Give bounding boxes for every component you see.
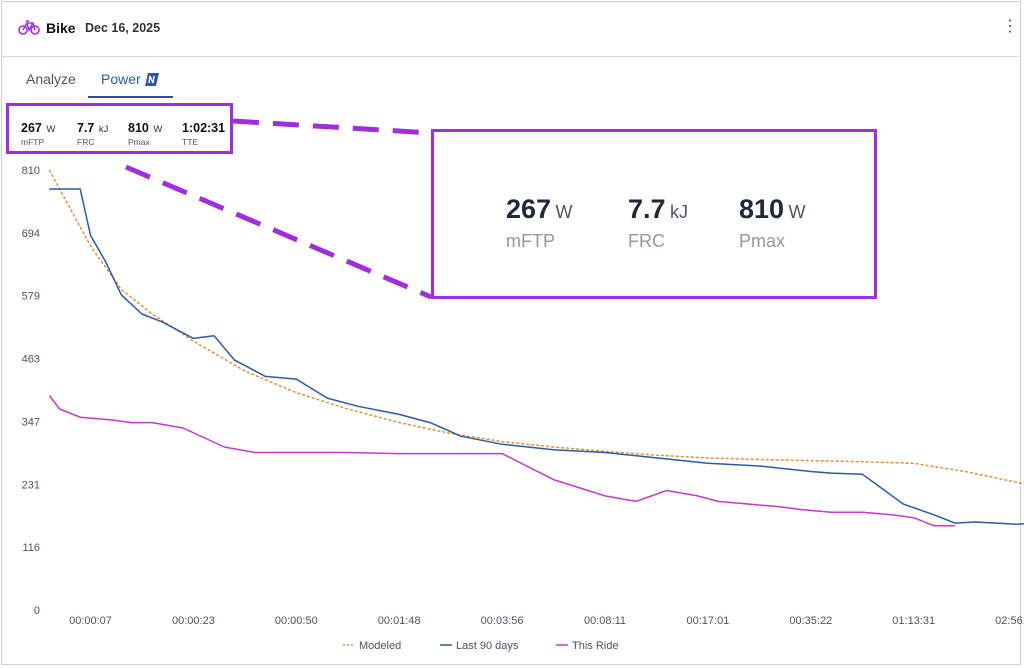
metric-value: 810 — [128, 121, 149, 135]
y-tick-label: 347 — [22, 417, 40, 429]
zoom-metric-value: 810 — [739, 194, 785, 224]
x-tick-label: 02:56:56 — [995, 615, 1024, 627]
metric-value: 1:02:31 — [182, 121, 226, 135]
metric-mftp: 267 W mFTP — [21, 119, 55, 147]
metric-unit: W — [153, 124, 163, 135]
zoom-metric-pmax: 810 W Pmax — [739, 194, 806, 252]
legend-label: Modeled — [359, 640, 401, 652]
x-tick-label: 00:35:22 — [789, 615, 832, 627]
y-tick-label: 810 — [22, 165, 40, 177]
metric-label: TTE — [182, 137, 199, 147]
metric-label: Pmax — [128, 137, 150, 147]
zoom-metric-frc: 7.7 kJ FRC — [628, 194, 688, 252]
series-line-last-90-days — [49, 188, 1024, 525]
zoom-metric-label: mFTP — [506, 231, 555, 251]
x-tick-label: 00:03:56 — [481, 615, 524, 627]
callout-connector-bottom — [125, 164, 432, 300]
metrics-zoom-callout: 267 W mFTP 7.7 kJ FRC 810 W Pmax — [431, 129, 877, 299]
metric-unit: kJ — [98, 124, 109, 135]
x-tick-label: 01:13:31 — [892, 615, 935, 627]
tab-power[interactable]: Power — [101, 71, 159, 87]
zoom-metric-value: 267 — [506, 194, 552, 224]
metric-value: 7.7 — [77, 121, 95, 135]
x-tick-label: 00:08:11 — [584, 615, 626, 627]
zoom-metric-label: FRC — [628, 231, 665, 251]
x-tick-label: 00:17:01 — [686, 615, 729, 627]
tab-analyze[interactable]: Analyze — [26, 71, 76, 87]
zoom-metric-label: Pmax — [739, 231, 786, 251]
active-tab-indicator — [88, 96, 173, 98]
x-tick-label: 00:01:48 — [378, 615, 421, 627]
legend-label: Last 90 days — [456, 640, 519, 652]
metric-label: mFTP — [21, 137, 45, 147]
series-line-this-ride — [48, 394, 955, 527]
x-tick-label: 00:00:50 — [275, 615, 318, 627]
y-tick-label: 579 — [22, 290, 40, 302]
y-tick-label: 0 — [34, 605, 40, 617]
zoom-metric-unit: W — [555, 202, 573, 222]
zoom-metric-mftp: 267 W mFTP — [506, 194, 573, 252]
activity-date: Dec 16, 2025 — [85, 21, 161, 35]
x-tick-label: 00:00:23 — [172, 615, 215, 627]
kebab-menu-icon[interactable]: ⋮ — [1002, 18, 1018, 35]
metric-value: 267 — [21, 121, 42, 135]
metrics-summary: 267 W mFTP 7.7 kJ FRC 810 W Pmax 1:02:31… — [6, 103, 233, 154]
zoom-metric-unit: kJ — [670, 202, 688, 222]
metric-label: FRC — [77, 137, 95, 147]
y-tick-label: 116 — [22, 542, 40, 554]
series-line-modeled — [48, 169, 1024, 485]
y-tick-label: 231 — [22, 480, 40, 492]
metric-tte: 1:02:31 TTE — [182, 119, 225, 147]
activity-type: Bike — [46, 20, 76, 36]
bike-icon — [18, 20, 40, 35]
metric-unit: W — [46, 124, 56, 135]
y-tick-label: 463 — [22, 353, 40, 365]
zoom-metric-value: 7.7 — [628, 194, 666, 224]
metric-pmax: 810 W Pmax — [128, 119, 162, 147]
legend-label: This Ride — [572, 640, 618, 652]
zoom-metric-unit: W — [788, 202, 806, 222]
power-brand-icon — [144, 73, 159, 86]
x-tick-label: 00:00:07 — [69, 615, 112, 627]
metric-frc: 7.7 kJ FRC — [77, 119, 108, 147]
panel-header: Bike Dec 16, 2025 ⋮ — [2, 2, 1020, 57]
y-tick-label: 694 — [22, 228, 40, 240]
callout-connector-top — [232, 118, 432, 136]
tab-power-label: Power — [101, 71, 141, 87]
